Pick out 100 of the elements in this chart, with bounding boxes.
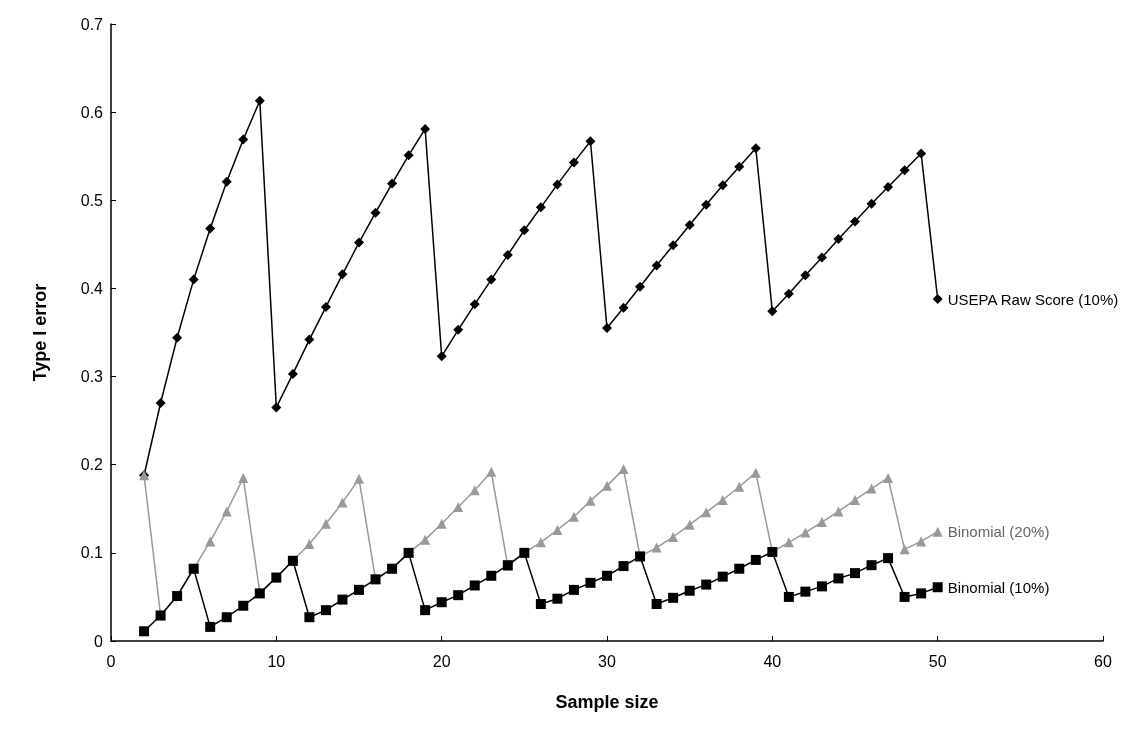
point (287, 368, 298, 379)
point (420, 534, 431, 545)
point (552, 179, 563, 190)
point (866, 560, 877, 571)
point (816, 252, 827, 263)
point (568, 584, 579, 595)
point (883, 472, 894, 483)
y-axis-title: Type I error (30, 283, 50, 382)
point (337, 497, 348, 508)
point (155, 398, 166, 409)
y-tick-label: 0.5 (80, 191, 104, 209)
point (585, 136, 596, 147)
point (585, 577, 596, 588)
point (717, 571, 728, 582)
point (651, 542, 662, 553)
point (734, 481, 745, 492)
point (717, 180, 728, 191)
point (883, 182, 894, 193)
point (502, 249, 513, 260)
point (585, 495, 596, 506)
point (519, 225, 530, 236)
point (932, 294, 943, 305)
y-tick-label: 0 (94, 632, 104, 650)
point (916, 536, 927, 547)
point (883, 553, 894, 564)
point (354, 584, 364, 595)
point (552, 593, 563, 604)
point (486, 466, 497, 477)
y-tick-label: 0.1 (80, 544, 104, 562)
point (899, 544, 910, 555)
point (783, 288, 794, 299)
point (701, 507, 712, 518)
point (800, 586, 811, 597)
point (320, 518, 331, 529)
point (783, 537, 794, 548)
point (734, 161, 745, 172)
point (635, 281, 646, 292)
y-tick-label: 0.6 (80, 103, 104, 121)
point (717, 494, 728, 505)
point (453, 324, 464, 335)
point (469, 485, 480, 496)
point (668, 240, 679, 251)
y-tick-label: 0.3 (80, 368, 104, 386)
point (403, 150, 414, 161)
series-label: Binomial (10%) (947, 578, 1050, 596)
point (354, 237, 364, 248)
point (337, 269, 348, 280)
x-tick-label: 50 (928, 652, 947, 670)
point (866, 198, 877, 209)
point (833, 506, 844, 517)
point (602, 480, 612, 491)
point (602, 323, 612, 334)
point (816, 517, 827, 528)
point (271, 402, 282, 413)
x-tick-label: 10 (267, 652, 286, 670)
point (668, 531, 679, 542)
x-tick-label: 0 (106, 652, 116, 670)
point (535, 537, 546, 548)
point (221, 612, 232, 623)
point (800, 270, 811, 281)
point (833, 573, 844, 584)
y-tick-label: 0.4 (80, 279, 104, 297)
point (684, 519, 695, 530)
point (337, 594, 348, 605)
point (221, 506, 232, 517)
point (188, 274, 199, 285)
x-tick-label: 30 (598, 652, 616, 670)
y-tick-label: 0.2 (80, 456, 104, 474)
point (899, 591, 910, 602)
point (205, 621, 216, 632)
point (734, 563, 745, 574)
point (420, 605, 431, 616)
point (916, 148, 927, 159)
x-axis-title: Sample size (555, 692, 659, 712)
point (387, 178, 398, 189)
point (850, 494, 860, 505)
x-tick-label: 60 (1094, 652, 1112, 670)
point (535, 202, 546, 213)
point (354, 473, 364, 484)
x-tick-label: 40 (763, 652, 782, 670)
point (436, 597, 447, 608)
point (816, 581, 827, 592)
point (304, 539, 315, 550)
point (486, 570, 497, 581)
point (486, 274, 497, 285)
point (932, 582, 943, 593)
point (750, 554, 761, 565)
point (850, 568, 860, 579)
point (833, 234, 844, 245)
point (420, 123, 431, 134)
point (684, 585, 695, 596)
point (254, 95, 265, 106)
point (899, 165, 910, 176)
point (568, 511, 579, 522)
point (701, 199, 712, 210)
point (552, 524, 563, 535)
point (750, 467, 761, 478)
point (767, 306, 778, 317)
y-tick-label: 0.7 (80, 15, 104, 33)
point (453, 502, 464, 513)
